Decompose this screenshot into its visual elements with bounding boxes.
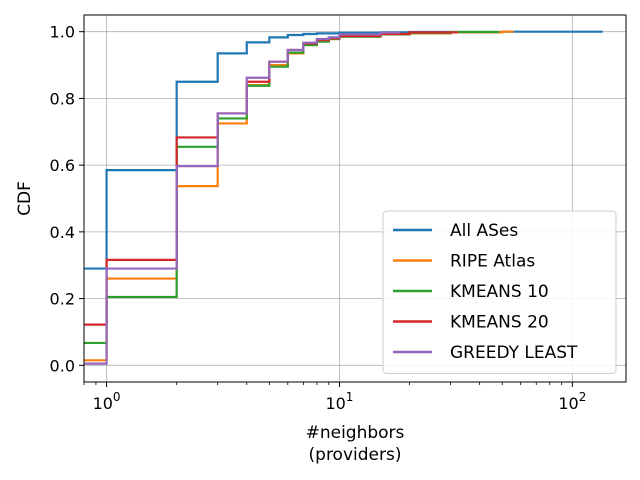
legend-label-1: RIPE Atlas [450,252,535,272]
x-tick-base: 10 [325,394,345,413]
x-tick-base: 10 [93,394,113,413]
x-tick-base: 10 [558,394,578,413]
y-tick-label: 0.0 [50,356,75,375]
x-tick-label: 101 [325,390,353,413]
axis-ticks [79,31,573,387]
legend-label-4: GREEDY LEAST [450,343,578,363]
y-tick-label: 0.4 [50,223,75,242]
x-axis-label: #neighbors [306,423,405,443]
x-tick-exponent: 2 [579,390,587,404]
x-tick-labels: 100 101 102 [93,390,587,413]
series-line-4 [84,31,400,365]
x-axis-label-sub: (providers) [309,445,402,465]
y-axis-label: CDF [15,181,35,216]
legend-label-2: KMEANS 10 [450,282,549,302]
series-lines [84,30,603,365]
y-tick-labels: 0.0 0.2 0.4 0.6 0.8 1.0 [50,23,75,376]
x-tick-exponent: 1 [346,390,354,404]
legend-box [382,210,617,374]
y-tick-label: 0.2 [50,290,75,309]
x-tick-exponent: 0 [113,390,121,404]
x-tick-label: 102 [558,390,586,413]
y-tick-label: 0.8 [50,89,75,108]
plot-frame [83,14,627,383]
legend-label-3: KMEANS 20 [450,313,549,333]
legend: All ASes RIPE Atlas KMEANS 10 KMEANS 20 GREE… [382,210,617,374]
y-tick-label: 1.0 [50,23,75,42]
y-tick-label: 0.6 [50,156,75,175]
x-tick-label: 100 [93,390,121,413]
legend-label-0: All ASes [450,221,518,241]
